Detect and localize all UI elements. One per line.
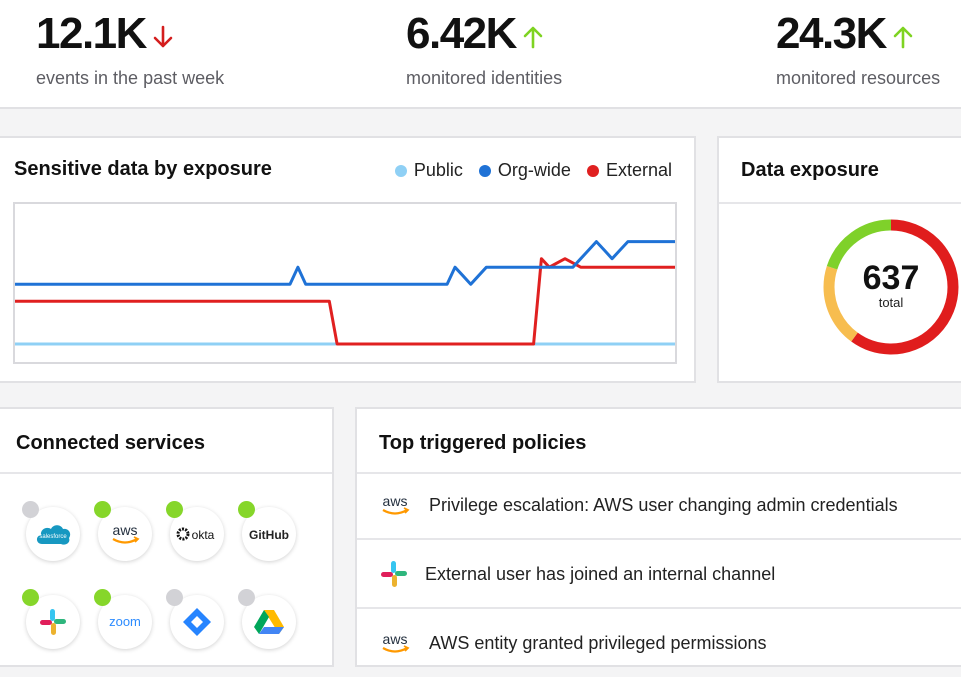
policy-row[interactable]: aws Privilege escalation: AWS user chang… (357, 471, 961, 539)
legend-dot (586, 164, 599, 177)
svg-text:aws: aws (113, 522, 138, 538)
service-aws[interactable]: aws (94, 501, 152, 561)
legend-dot (394, 164, 407, 177)
policy-text: External user has joined an internal cha… (425, 563, 776, 584)
service-salesforce[interactable]: salesforce (22, 501, 80, 561)
data-exposure-card: Data exposure 637 total (717, 136, 961, 383)
chart-title: Sensitive data by exposure (14, 158, 272, 180)
legend-item-org-wide[interactable]: Org-wide (478, 160, 571, 181)
policies-title: Top triggered policies (379, 432, 587, 454)
stats-bar: 12.1K events in the past week 6.42K moni… (0, 0, 961, 109)
status-dot (166, 501, 183, 518)
service-slack[interactable] (22, 589, 80, 649)
svg-text:GitHub: GitHub (249, 528, 289, 542)
divider (0, 472, 332, 474)
series-line-org-wide (15, 240, 675, 286)
donut-total: 637 (862, 259, 920, 297)
svg-text:salesforce: salesforce (39, 534, 67, 540)
legend-item-public[interactable]: Public (394, 160, 463, 181)
legend-dot (478, 164, 491, 177)
status-dot (166, 589, 183, 606)
status-dot (22, 501, 39, 518)
legend-label: Public (413, 160, 463, 180)
aws-icon: aws (379, 631, 413, 655)
exposure-line-chart (13, 202, 677, 364)
status-dot (94, 501, 111, 518)
donut-total-label: total (878, 295, 904, 310)
stat-events-value: 12.1K (36, 9, 147, 58)
donut-title: Data exposure (741, 159, 879, 181)
aws-icon: aws (112, 522, 140, 544)
google-drive-icon (254, 610, 284, 634)
status-dot (238, 501, 255, 518)
arrow-down-icon (152, 10, 174, 62)
stat-resources: 24.3K monitored resources (776, 6, 940, 89)
donut-chart (823, 219, 959, 355)
status-dot (94, 589, 111, 606)
divider (357, 538, 961, 540)
arrow-up-icon (522, 10, 544, 62)
stat-identities-label: monitored identities (406, 68, 563, 88)
legend-label: External (605, 160, 672, 180)
legend-label: Org-wide (497, 160, 571, 180)
stat-resources-value: 24.3K (776, 9, 887, 58)
svg-text:aws: aws (383, 493, 408, 509)
divider (719, 202, 961, 204)
policy-row[interactable]: aws AWS entity granted privileged permis… (357, 609, 961, 677)
donut-center: 637 total (851, 261, 931, 310)
slack-icon (379, 559, 409, 589)
slack-icon (40, 609, 66, 635)
policy-row[interactable]: External user has joined an internal cha… (357, 540, 961, 608)
connected-services-card: Connected services salesforce aws okta G… (0, 407, 334, 667)
legend-item-external[interactable]: External (586, 160, 672, 181)
donut-segment-public[interactable] (823, 219, 959, 355)
okta-icon: okta (176, 527, 215, 542)
policy-text: AWS entity granted privileged permission… (429, 632, 767, 653)
series-line-external (15, 257, 675, 346)
service-jira[interactable] (166, 589, 224, 649)
donut-segment-org-wide[interactable] (823, 219, 959, 355)
service-okta[interactable]: okta (166, 501, 224, 561)
service-github[interactable]: GitHub (238, 501, 296, 561)
divider (357, 607, 961, 609)
zoom-icon: zoom (109, 614, 141, 629)
stat-identities: 6.42K monitored identities (406, 6, 562, 89)
service-google-drive[interactable] (238, 589, 296, 649)
stat-events: 12.1K events in the past week (36, 6, 224, 89)
services-title: Connected services (16, 432, 205, 454)
status-dot (238, 589, 255, 606)
jira-icon (183, 608, 211, 636)
salesforce-icon: salesforce (36, 525, 71, 545)
stat-events-label: events in the past week (36, 68, 225, 88)
stat-identities-value: 6.42K (406, 9, 517, 58)
svg-text:zoom: zoom (109, 614, 141, 629)
svg-text:okta: okta (192, 528, 215, 542)
stat-resources-label: monitored resources (776, 68, 941, 88)
aws-icon: aws (379, 493, 413, 517)
top-policies-card: Top triggered policies aws Privilege esc… (355, 407, 961, 667)
chart-legend: Public Org-wide External (394, 160, 672, 181)
svg-text:aws: aws (383, 631, 408, 647)
arrow-up-icon (892, 10, 914, 62)
divider (357, 472, 961, 474)
status-dot (22, 589, 39, 606)
service-zoom[interactable]: zoom (94, 589, 152, 649)
github-icon: GitHub (249, 528, 289, 542)
sensitive-data-card: Sensitive data by exposure Public Org-wi… (0, 136, 696, 383)
policy-text: Privilege escalation: AWS user changing … (429, 494, 898, 515)
